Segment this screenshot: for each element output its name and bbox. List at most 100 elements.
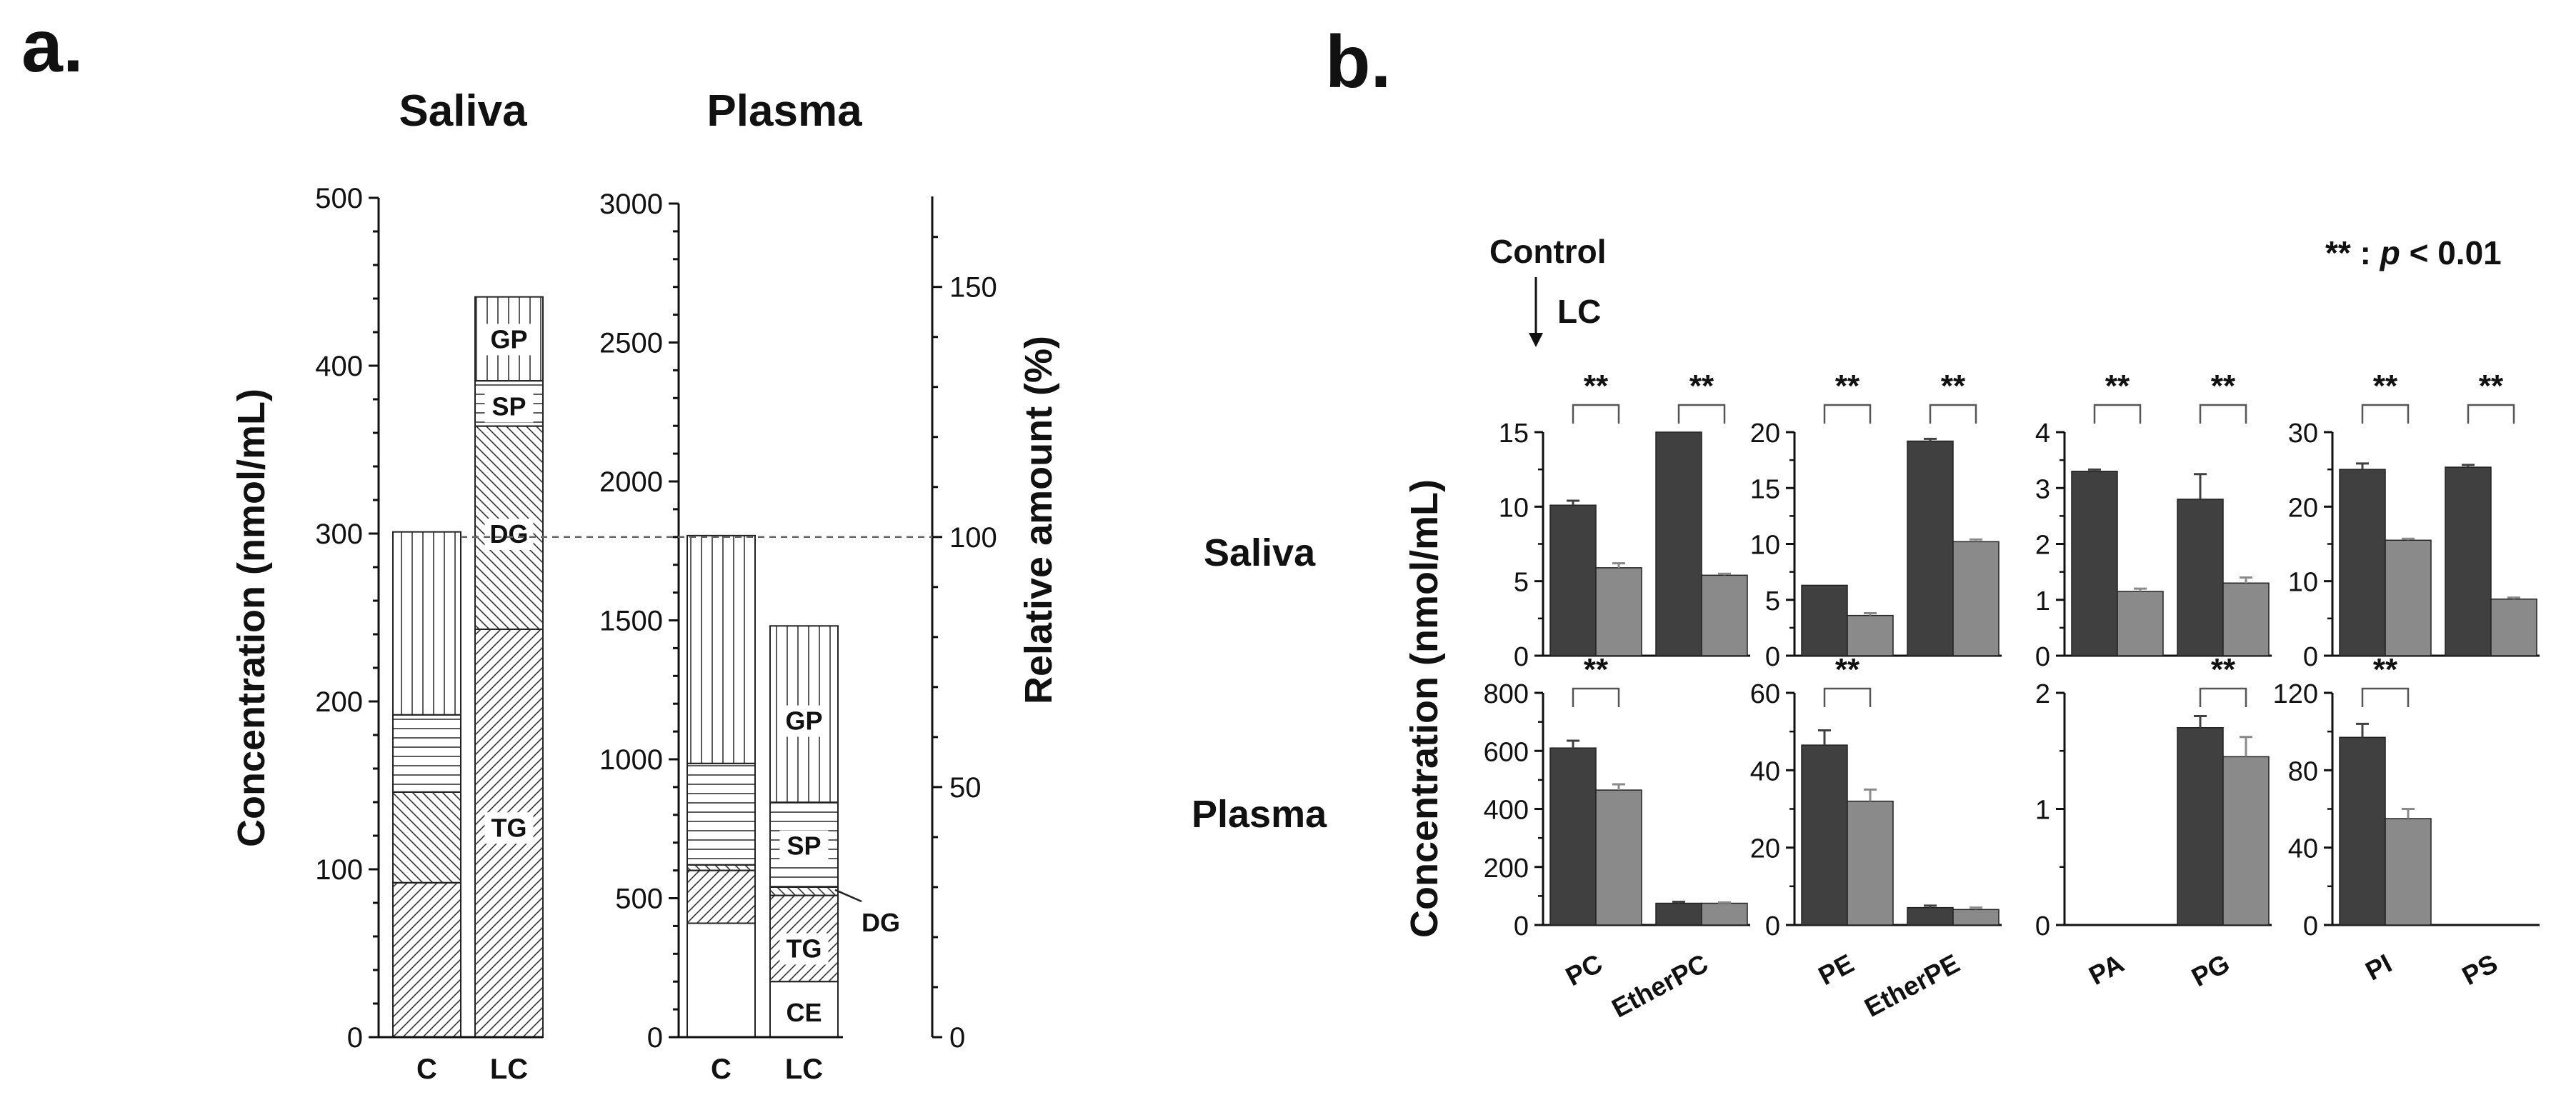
bar-control-pc xyxy=(1549,504,1597,656)
panel-b: Control LC ** : p < 0.01 Saliva Plasma C… xyxy=(1192,233,2540,1024)
y-tick-label: 0 xyxy=(1514,642,1529,672)
significance-bracket xyxy=(2361,687,2410,707)
segment-label-bg xyxy=(484,324,534,356)
y-tick-label: 40 xyxy=(2288,834,2318,864)
y-tick-label: 20 xyxy=(1750,419,1780,449)
segment-label: SP xyxy=(491,391,526,421)
significance-marker: ** xyxy=(2105,369,2130,404)
segment-label-bg xyxy=(484,812,534,844)
segment-label-bg xyxy=(484,519,534,550)
y-tick-label: 10 xyxy=(1750,531,1780,561)
chart-b-plasma-pa: 0 1 2 ** PA PG xyxy=(2035,652,2272,992)
x-tick-label: PE xyxy=(1814,949,1859,991)
y-tick-label: 0 xyxy=(1514,911,1529,941)
chart-b-plasma-pi: 0 40 80 120 ** PI PS xyxy=(2273,652,2540,991)
significance-bracket xyxy=(1929,404,1977,424)
x-tick-label: PC xyxy=(1561,949,1607,991)
y-axis-label: Concentration (nmol/mL) xyxy=(230,389,273,847)
bar-lc-etherpc xyxy=(1701,902,1748,926)
bar-lc-pa xyxy=(2117,591,2164,656)
y-tick-label: 30 xyxy=(2288,419,2318,449)
y-tick-label: 1 xyxy=(2035,586,2050,616)
legend-control-label: Control xyxy=(1489,233,1607,270)
y2-tick-label: 50 xyxy=(949,772,982,804)
significance-bracket xyxy=(1677,404,1726,424)
bar-control-etherpc xyxy=(1655,431,1702,656)
bar-control-pg xyxy=(2177,727,2224,926)
bar-control-pe xyxy=(1801,744,1848,926)
significance-marker: ** xyxy=(1584,652,1609,687)
x-tick-label: PG xyxy=(2187,949,2234,992)
bar-lc-pg xyxy=(2222,582,2270,656)
significance-marker: ** xyxy=(1835,369,1860,404)
dg-callout-line xyxy=(834,889,862,903)
row-label-plasma: Plasma xyxy=(1192,793,1327,836)
bar-control-pc xyxy=(1549,747,1597,926)
panel-b-letter: b. xyxy=(1325,21,1391,104)
significance-marker: ** xyxy=(1689,369,1714,404)
significance-marker: ** xyxy=(2211,652,2236,687)
bar-segment-gp-c xyxy=(392,531,461,716)
significance-marker: ** xyxy=(1941,369,1966,404)
pvalue-note: ** : p < 0.01 xyxy=(2325,234,2502,271)
x-tick-label: C xyxy=(416,1054,437,1085)
y-tick-label: 20 xyxy=(2288,493,2318,523)
bar-control-pi xyxy=(2339,469,2386,656)
y-tick-label: 0 xyxy=(2303,642,2318,672)
y-tick-label: 2 xyxy=(2035,679,2050,709)
bar-lc-etherpe xyxy=(1952,909,2000,926)
y2-tick-label: 100 xyxy=(949,522,997,554)
x-tick-label: PA xyxy=(2085,949,2129,991)
y-tick-label: 600 xyxy=(1484,737,1529,767)
bar-lc-pg xyxy=(2222,756,2270,926)
bar-segment-sp-c xyxy=(392,714,461,793)
y-tick-label: 4 xyxy=(2035,419,2050,449)
chart-b-saliva-pi: 0 10 20 30 ** ** xyxy=(2288,369,2540,672)
bar-segment-tg-c xyxy=(687,869,756,924)
y-tick-label: 300 xyxy=(315,519,363,550)
bar-lc-pe xyxy=(1847,614,1894,656)
y-tick-label: 15 xyxy=(1750,474,1780,504)
significance-bracket xyxy=(1572,404,1620,424)
bar-control-pg xyxy=(2177,499,2224,656)
bar-control-etherpe xyxy=(1907,906,1954,926)
y-tick-label: 40 xyxy=(1750,756,1780,786)
dg-callout-label: DG xyxy=(862,908,900,937)
chart-title: Plasma xyxy=(707,86,862,136)
x-tick-label: PI xyxy=(2361,949,2397,986)
y-tick-label: 100 xyxy=(315,854,363,886)
chart-b-saliva-pc: 0 5 10 15 ** ** xyxy=(1499,369,1750,672)
bar-segment-dg-c xyxy=(687,864,756,871)
chart-title: Saliva xyxy=(399,86,527,136)
bar-lc-etherpc xyxy=(1701,574,1748,656)
chart-a-saliva: Saliva C LC TG DG SP GP 0 100 200 300 400 500 Concent… xyxy=(230,86,544,1085)
segment-label: CE xyxy=(786,998,822,1027)
y-tick-label: 20 xyxy=(1750,834,1780,864)
segment-label-bg xyxy=(779,996,829,1029)
segment-label: DG xyxy=(490,519,529,549)
y-tick-label: 500 xyxy=(615,884,663,915)
x-tick-label: EtherPC xyxy=(1607,949,1713,1024)
segment-label-bg xyxy=(779,933,829,965)
significance-marker: ** xyxy=(1584,369,1609,404)
bar-control-etherpe xyxy=(1907,440,1954,656)
bar-control-pi xyxy=(2339,736,2386,926)
significance-bracket xyxy=(2361,404,2410,424)
bar-segment-dg-lc xyxy=(769,886,839,896)
y-tick-label: 200 xyxy=(1484,854,1529,884)
chart-b-plasma-pe: 0 20 40 60 ** PE EtherPE xyxy=(1750,652,2002,1023)
bar-control-etherpc xyxy=(1655,902,1702,926)
bar-segment-dg-c xyxy=(392,791,461,884)
y-tick-label: 10 xyxy=(2288,568,2318,598)
legend-arrow-head xyxy=(1529,333,1543,347)
bar-control-ps xyxy=(2445,466,2492,656)
y-tick-label: 1500 xyxy=(599,606,663,637)
y-tick-label: 0 xyxy=(1765,911,1780,941)
segment-label-bg xyxy=(779,705,829,737)
y-tick-label: 0 xyxy=(1765,642,1780,672)
x-tick-label: C xyxy=(711,1054,732,1085)
y-tick-label: 120 xyxy=(2273,679,2318,709)
y-tick-label: 15 xyxy=(1499,419,1529,449)
panel-a-letter: a. xyxy=(21,5,84,88)
